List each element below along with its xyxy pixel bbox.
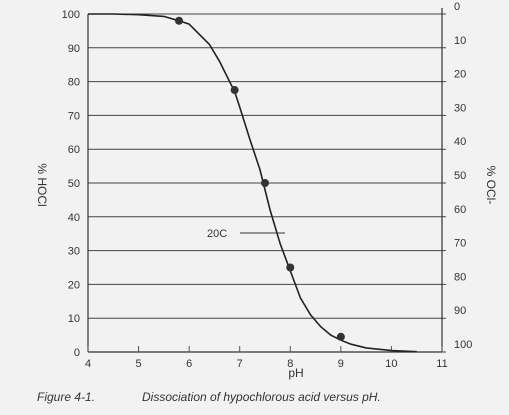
left-y-tick-labels: 0 10 20 30 40 50 60 70 80 90 100 xyxy=(62,9,80,359)
right-tick-label-90: 90 xyxy=(454,305,466,317)
x-tick-label-5: 5 xyxy=(136,358,142,370)
x-tick-label-8: 8 xyxy=(287,358,293,370)
x-tick-label-11: 11 xyxy=(436,358,447,370)
left-tick-label-40: 40 xyxy=(68,212,80,224)
x-tick-label-4: 4 xyxy=(85,358,91,370)
left-tick-label-30: 30 xyxy=(68,246,80,258)
x-tick-label-10: 10 xyxy=(385,358,397,370)
left-tick-label-10: 10 xyxy=(68,313,80,325)
right-tick-label-100: 100 xyxy=(454,339,472,351)
left-tick-label-20: 20 xyxy=(68,279,80,291)
data-point-1 xyxy=(230,86,239,95)
right-tick-label-0: 0 xyxy=(454,1,460,13)
x-tick-label-6: 6 xyxy=(186,358,192,370)
left-tick-label-60: 60 xyxy=(68,144,80,156)
caption-number: Figure 4-1. xyxy=(37,390,95,404)
data-point-2 xyxy=(261,179,269,187)
axes xyxy=(87,8,443,353)
left-tick-label-90: 90 xyxy=(68,43,80,55)
left-tick-label-100: 100 xyxy=(62,9,80,21)
left-tick-label-0: 0 xyxy=(74,347,80,359)
left-tick-label-80: 80 xyxy=(68,77,80,89)
right-tick-label-40: 40 xyxy=(454,136,466,148)
right-tick-label-50: 50 xyxy=(454,170,466,182)
data-point-4 xyxy=(336,332,345,341)
left-y-axis-title: % HOCl xyxy=(35,163,49,206)
right-tick-label-10: 10 xyxy=(454,35,466,47)
series xyxy=(88,13,417,353)
left-tick-label-50: 50 xyxy=(68,178,80,190)
x-tick-label-7: 7 xyxy=(237,358,243,370)
right-y-axis-title: % OCl- xyxy=(484,166,498,205)
x-axis-title: pH xyxy=(288,366,303,380)
annotation-group: 20C xyxy=(207,228,285,240)
left-tick-label-70: 70 xyxy=(68,110,80,122)
right-tick-label-70: 70 xyxy=(454,238,466,250)
right-tick-label-80: 80 xyxy=(454,271,466,283)
right-tick-label-30: 30 xyxy=(454,102,466,114)
data-point-3 xyxy=(286,263,295,272)
data-point-0 xyxy=(175,16,184,25)
right-tick-label-60: 60 xyxy=(454,204,466,216)
x-tick-label-9: 9 xyxy=(338,358,344,370)
annotation-label: 20C xyxy=(207,228,227,240)
right-tick-label-20: 20 xyxy=(454,69,466,81)
caption-text: Dissociation of hypochlorous acid versus… xyxy=(142,390,381,404)
x-tick-labels: 4 5 6 7 8 9 10 11 xyxy=(85,358,448,370)
